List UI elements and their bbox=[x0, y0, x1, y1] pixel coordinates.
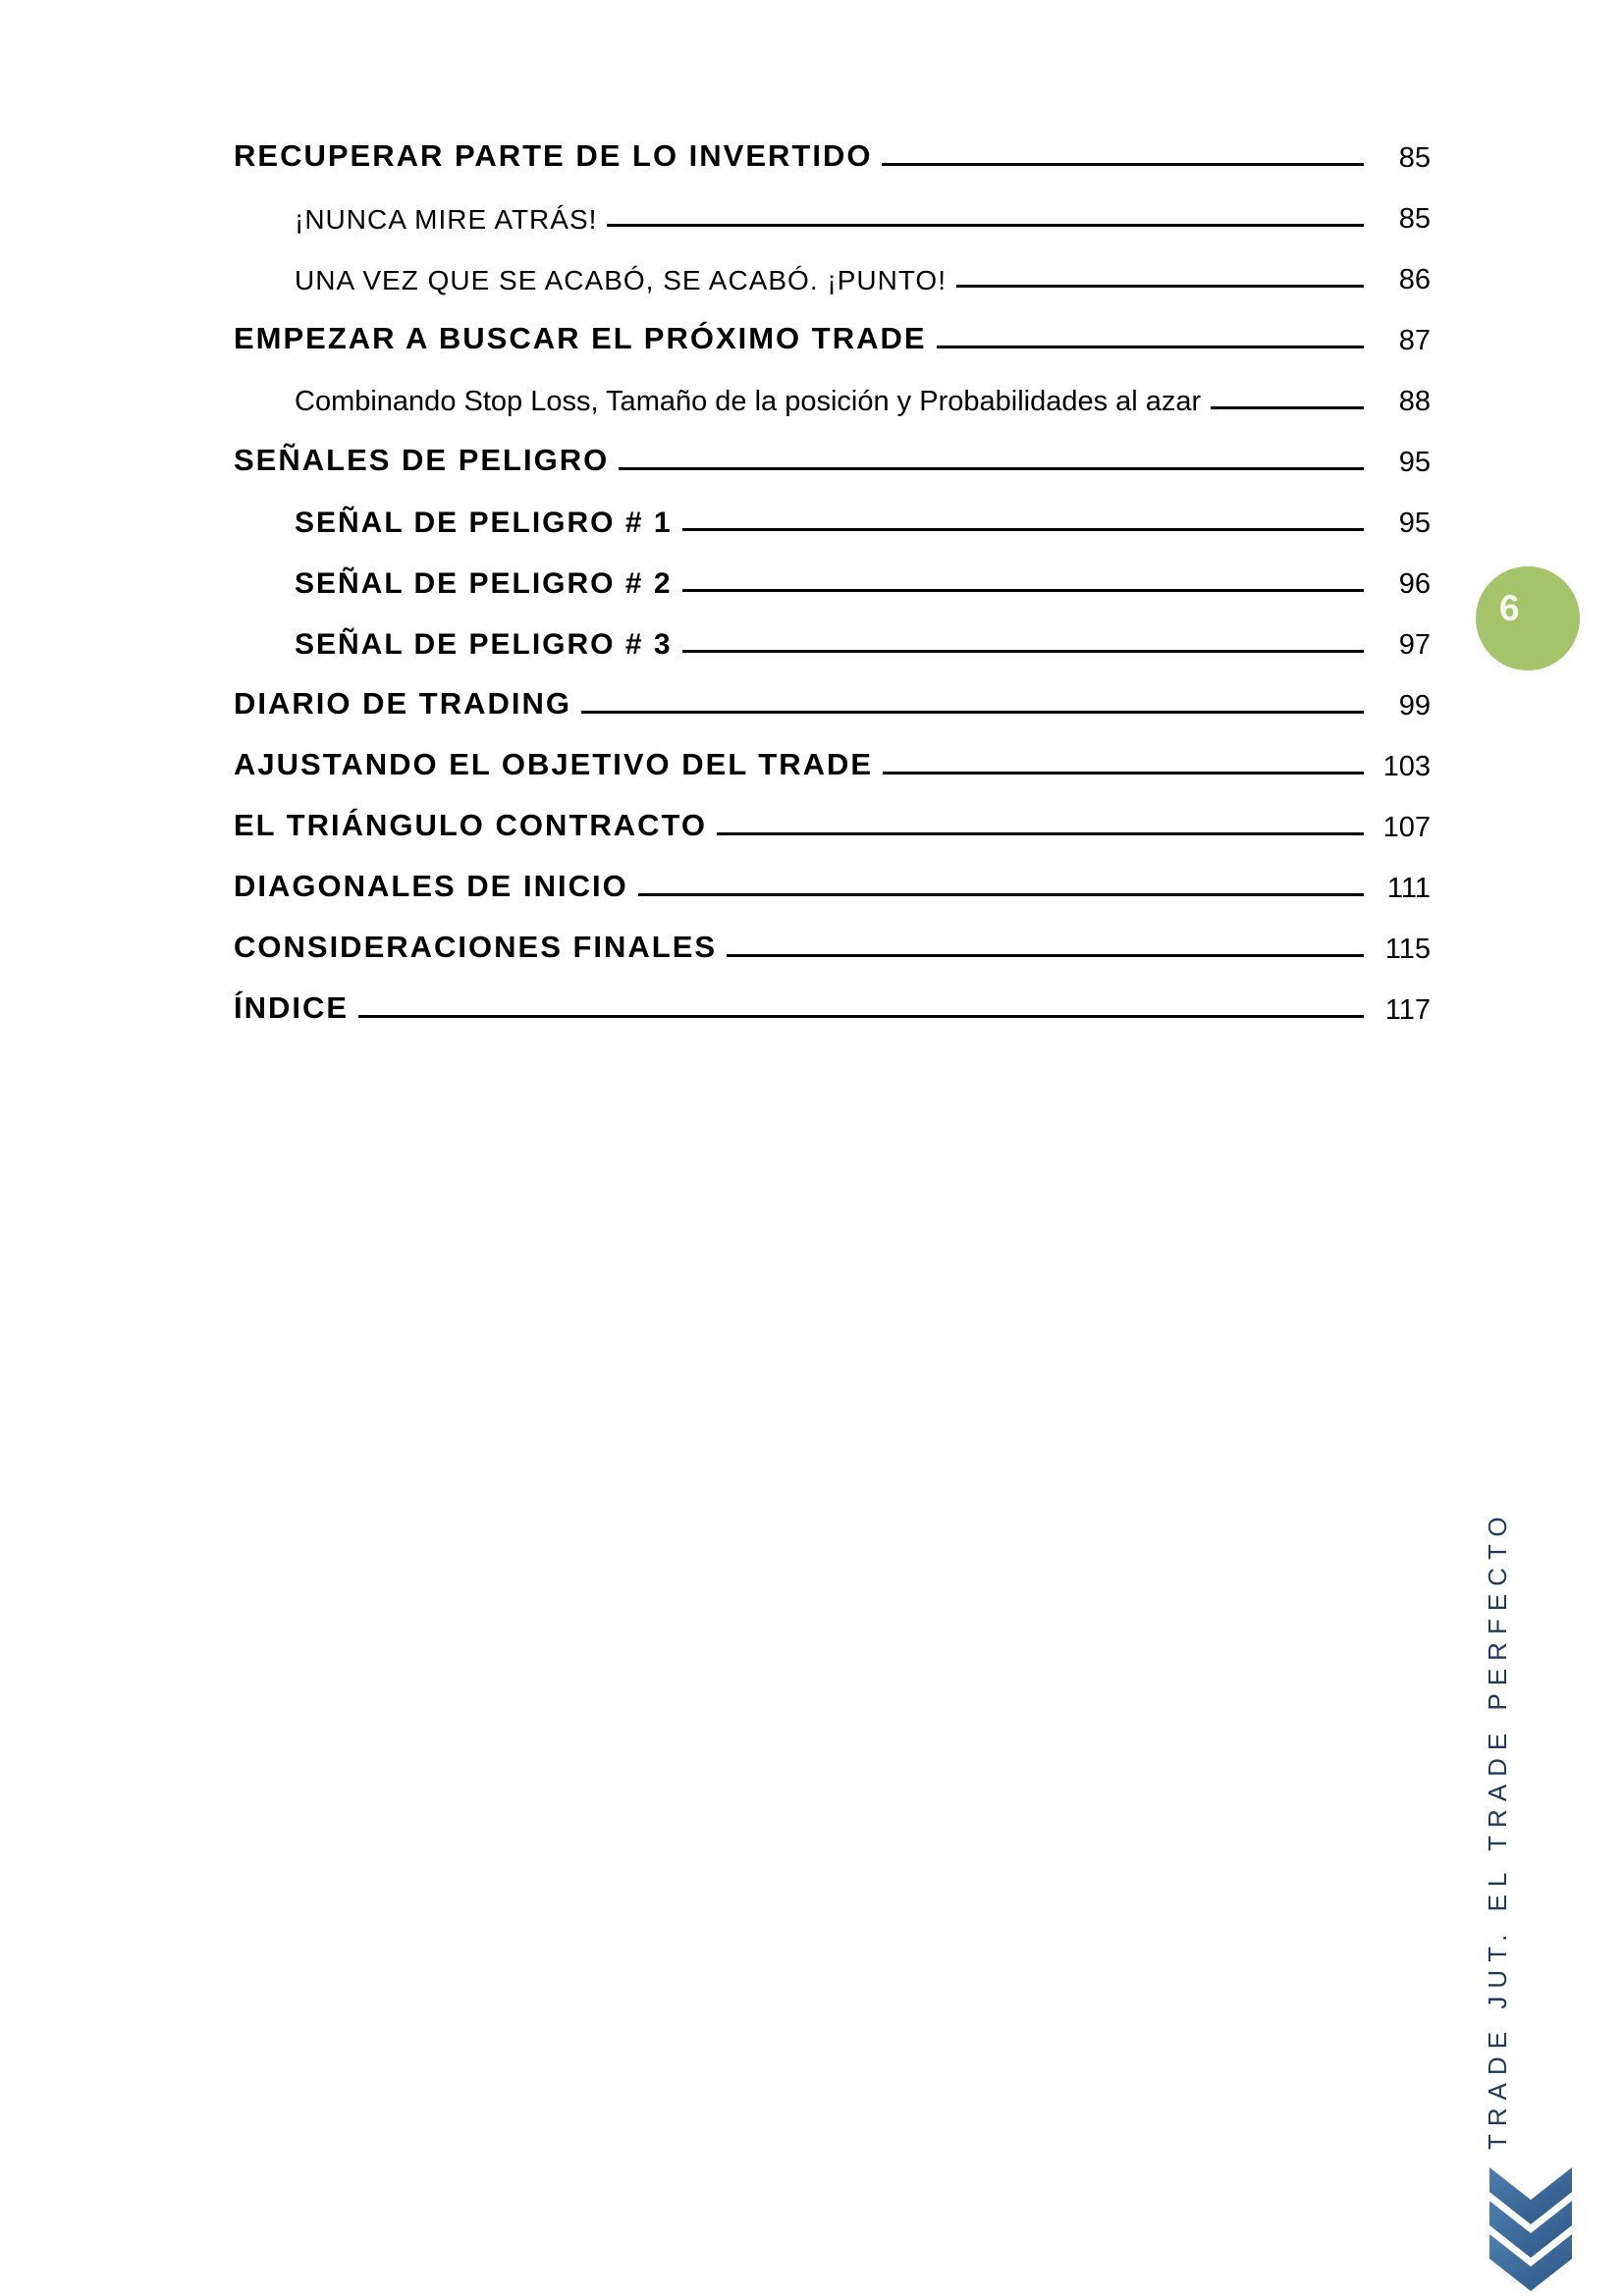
toc-entry-label: SEÑAL DE PELIGRO # 2 bbox=[295, 566, 673, 600]
page-number-badge-label: 6 bbox=[1499, 588, 1520, 628]
toc-entry-label: RECUPERAR PARTE DE LO INVERTIDO bbox=[234, 138, 873, 174]
toc-leader-line bbox=[727, 954, 1364, 957]
toc-entry-label: SEÑAL DE PELIGRO # 1 bbox=[295, 506, 673, 539]
toc-page-number: 97 bbox=[1398, 628, 1431, 661]
toc-leader-line bbox=[581, 711, 1364, 714]
toc-entry-label: SEÑALES DE PELIGRO bbox=[234, 443, 610, 478]
toc-entry: SEÑAL DE PELIGRO # 3 97 bbox=[234, 599, 1431, 660]
toc-entry-label: SEÑAL DE PELIGRO # 3 bbox=[295, 627, 673, 661]
toc-page-number: 88 bbox=[1398, 385, 1431, 417]
toc-entry: ÍNDICE 117 bbox=[234, 964, 1431, 1025]
toc-page-number: 85 bbox=[1398, 202, 1431, 235]
toc-page-number: 95 bbox=[1398, 446, 1431, 478]
toc-leader-line bbox=[882, 163, 1364, 166]
toc-page-number: 115 bbox=[1384, 933, 1431, 965]
spine-title: TRADE JUT. EL TRADE PERFECTO bbox=[1483, 1509, 1512, 2150]
toc-page-number: 103 bbox=[1382, 750, 1431, 782]
toc-page-number: 85 bbox=[1398, 141, 1431, 174]
toc-leader-line bbox=[637, 893, 1364, 896]
toc-leader-line bbox=[607, 224, 1364, 227]
toc-entry: SEÑAL DE PELIGRO # 2 96 bbox=[234, 538, 1431, 599]
toc-entry-label: DIARIO DE TRADING bbox=[234, 686, 571, 721]
toc-entry-label: AJUSTANDO EL OBJETIVO DEL TRADE bbox=[234, 747, 874, 782]
toc-page-number: 86 bbox=[1398, 263, 1431, 295]
toc-leader-line bbox=[955, 285, 1364, 288]
toc-entry-label: EMPEZAR A BUSCAR EL PRÓXIMO TRADE bbox=[234, 321, 927, 356]
toc-entry: AJUSTANDO EL OBJETIVO DEL TRADE 103 bbox=[234, 721, 1431, 781]
toc-entry: SEÑAL DE PELIGRO # 1 95 bbox=[234, 477, 1431, 538]
toc-page-number: 87 bbox=[1398, 324, 1431, 356]
toc-entry: EMPEZAR A BUSCAR EL PRÓXIMO TRADE 87 bbox=[234, 294, 1431, 355]
toc-leader-line bbox=[1211, 406, 1364, 409]
toc-entry: Combinando Stop Loss, Tamaño de la posic… bbox=[234, 355, 1431, 416]
toc-entry-label: CONSIDERACIONES FINALES bbox=[234, 930, 718, 965]
toc-entry: ¡NUNCA MIRE ATRÁS! 85 bbox=[234, 173, 1431, 234]
toc-leader-line bbox=[883, 772, 1364, 774]
toc-page-number: 107 bbox=[1382, 811, 1431, 843]
toc-leader-line bbox=[717, 832, 1364, 835]
toc-page-number: 99 bbox=[1398, 689, 1431, 721]
toc: RECUPERAR PARTE DE LO INVERTIDO 85 ¡NUNC… bbox=[234, 112, 1431, 1025]
triple-chevron-down-icon bbox=[1489, 2167, 1573, 2291]
toc-entry-label: UNA VEZ QUE SE ACABÓ, SE ACABÓ. ¡PUNTO! bbox=[295, 264, 947, 295]
toc-entry-label: DIAGONALES DE INICIO bbox=[234, 869, 628, 904]
toc-entry: DIARIO DE TRADING 99 bbox=[234, 660, 1431, 721]
toc-leader-line bbox=[358, 1015, 1364, 1018]
toc-entry-label: ÍNDICE bbox=[234, 990, 350, 1026]
toc-page-number: 117 bbox=[1384, 993, 1431, 1026]
toc-entry: RECUPERAR PARTE DE LO INVERTIDO 85 bbox=[234, 112, 1431, 173]
page-number-badge: 6 bbox=[1476, 566, 1580, 670]
toc-entry-label: ¡NUNCA MIRE ATRÁS! bbox=[295, 203, 598, 235]
toc-leader-line bbox=[681, 528, 1364, 531]
toc-entry: CONSIDERACIONES FINALES 115 bbox=[234, 903, 1431, 964]
toc-page-number: 95 bbox=[1398, 507, 1431, 539]
toc-page-number: 96 bbox=[1398, 567, 1431, 600]
toc-entry-label: EL TRIÁNGULO CONTRACTO bbox=[234, 808, 708, 843]
toc-leader-line bbox=[936, 346, 1364, 348]
toc-leader-line bbox=[619, 467, 1364, 470]
toc-leader-line bbox=[681, 650, 1364, 653]
toc-entry: SEÑALES DE PELIGRO 95 bbox=[234, 416, 1431, 477]
toc-leader-line bbox=[681, 589, 1364, 592]
toc-entry: DIAGONALES DE INICIO 111 bbox=[234, 842, 1431, 903]
toc-page-number: 111 bbox=[1386, 872, 1431, 904]
toc-entry-label: Combinando Stop Loss, Tamaño de la posic… bbox=[295, 385, 1202, 417]
toc-entry: EL TRIÁNGULO CONTRACTO 107 bbox=[234, 781, 1431, 842]
toc-entry: UNA VEZ QUE SE ACABÓ, SE ACABÓ. ¡PUNTO! … bbox=[234, 234, 1431, 294]
